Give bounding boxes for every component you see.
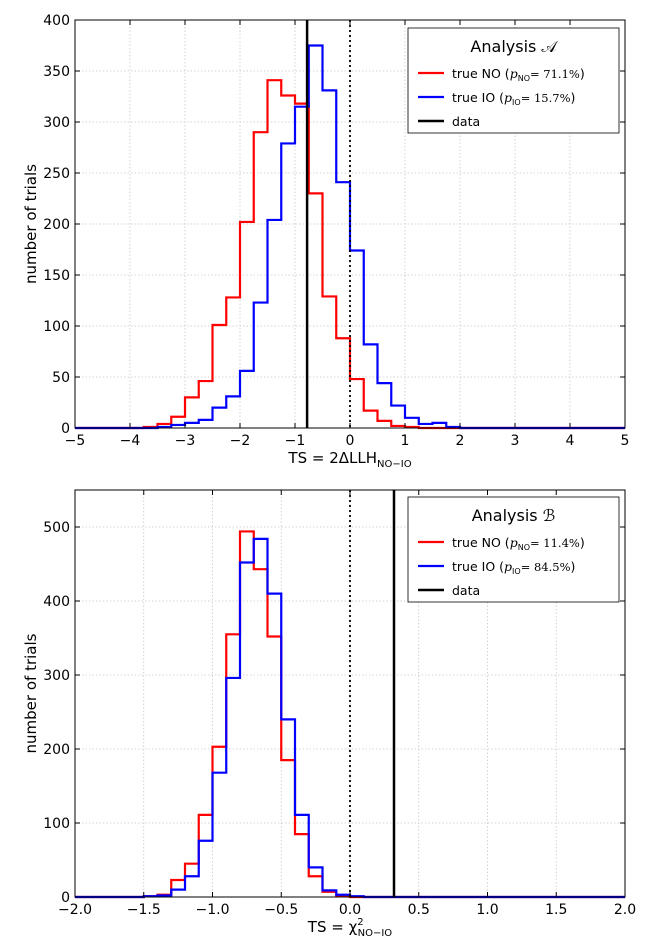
legend-label-p: p bbox=[510, 66, 518, 81]
x-tick-label: 5 bbox=[621, 433, 630, 449]
legend-label-value: = 71.1% bbox=[530, 67, 580, 81]
legend-label-true-no: true NO (pNO= 71.1%) bbox=[452, 66, 585, 83]
y-tick-label: 350 bbox=[43, 64, 70, 80]
legend-label-p: p bbox=[510, 535, 518, 550]
x-tick-label: −1.0 bbox=[196, 902, 230, 918]
x-tick-label: −1 bbox=[285, 433, 306, 449]
legend-label-true-no: true NO (pNO= 11.4%) bbox=[452, 535, 585, 552]
x-tick-label: −2 bbox=[230, 433, 251, 449]
legend-label-p-sub: IO bbox=[512, 567, 521, 576]
y-tick-label: 100 bbox=[43, 319, 70, 335]
x-tick-label: 0.5 bbox=[408, 902, 430, 918]
x-tick-label: 2 bbox=[456, 433, 465, 449]
x-tick-label: −2.0 bbox=[58, 902, 92, 918]
legend-label-open: ( bbox=[495, 90, 504, 105]
x-tick-label: 1.5 bbox=[545, 902, 567, 918]
x-axis-label-main: TS = 2ΔLLH bbox=[287, 449, 377, 467]
legend-box bbox=[407, 496, 620, 603]
legend-label-true-io: true IO (pIO= 15.7%) bbox=[452, 90, 575, 107]
x-tick-label: 0.0 bbox=[339, 902, 361, 918]
legend-label-value: = 84.5% bbox=[521, 560, 571, 574]
chart-analysis-a: −5 −4 −3 −2 −1 0 1 2 3 4 5050100150200250300350400… bbox=[22, 13, 629, 470]
legend-label-value: = 11.4% bbox=[530, 536, 580, 550]
legend-label-name: data bbox=[452, 114, 480, 129]
x-tick-label: −0.5 bbox=[264, 902, 298, 918]
legend-label-data: data bbox=[452, 114, 480, 129]
y-tick-label: 150 bbox=[43, 268, 70, 284]
legend-label-open: ( bbox=[501, 66, 510, 81]
legend-label-p-sub: NO bbox=[518, 543, 530, 552]
x-tick-label: 1.0 bbox=[476, 902, 498, 918]
x-axis-label-sub: NO−IO bbox=[377, 459, 412, 470]
y-tick-label: 400 bbox=[43, 594, 70, 610]
y-tick-label: 300 bbox=[43, 115, 70, 131]
x-axis-label-main: TS = χ bbox=[307, 918, 358, 936]
x-tick-label: −5 bbox=[65, 433, 86, 449]
legend-title: Analysis ℬ bbox=[472, 506, 556, 525]
legend-label-true-io: true IO (pIO= 84.5%) bbox=[452, 559, 575, 576]
legend-label-close: ) bbox=[580, 66, 585, 81]
y-tick-label: 100 bbox=[43, 816, 70, 832]
chart-analysis-b: −2.0 −1.5 −1.0 −0.5 0.0 0.5 1.0 1.5 2.0 0 100 200 30… bbox=[22, 489, 636, 939]
y-tick-label: 400 bbox=[43, 13, 70, 29]
legend-label-close: ) bbox=[571, 559, 576, 574]
x-tick-label: 0 bbox=[346, 433, 355, 449]
legend-label-open: ( bbox=[501, 535, 510, 550]
x-tick-label: 4 bbox=[566, 433, 575, 449]
x-tick-label: −3 bbox=[175, 433, 196, 449]
y-tick-label: 50 bbox=[52, 370, 70, 386]
legend-label-p: p bbox=[504, 559, 512, 574]
legend-label-p-sub: NO bbox=[518, 74, 530, 83]
y-axis-label: number of trials bbox=[22, 164, 40, 284]
y-tick-label: 250 bbox=[43, 166, 70, 182]
x-tick-label: 3 bbox=[511, 433, 520, 449]
legend-label-name: data bbox=[452, 583, 480, 598]
legend-box bbox=[407, 27, 620, 134]
x-axis-label: TS = 2ΔLLHNO−IO bbox=[287, 449, 411, 470]
x-axis-label: TS = χ2 NO−IO bbox=[307, 917, 393, 939]
x-axis-label-sup: 2 bbox=[357, 917, 363, 928]
legend-label-name: true NO bbox=[452, 66, 501, 81]
legend-label-name: true IO bbox=[452, 559, 495, 574]
legend-label-close: ) bbox=[571, 90, 576, 105]
x-tick-label: −4 bbox=[120, 433, 141, 449]
legend-label-name: true IO bbox=[452, 90, 495, 105]
y-axis-label: number of trials bbox=[22, 633, 40, 753]
legend-label-close: ) bbox=[580, 535, 585, 550]
y-tick-label: 200 bbox=[43, 742, 70, 758]
legend-label-value: = 15.7% bbox=[521, 91, 571, 105]
legend-title: Analysis 𝒜 bbox=[470, 37, 558, 56]
y-tick-label: 500 bbox=[43, 520, 70, 536]
x-tick-label: 2.0 bbox=[614, 902, 636, 918]
legend-label-name: true NO bbox=[452, 535, 501, 550]
x-tick-label: −1.5 bbox=[127, 902, 161, 918]
y-tick-label: 200 bbox=[43, 217, 70, 233]
y-tick-label: 300 bbox=[43, 668, 70, 684]
legend-label-data: data bbox=[452, 583, 480, 598]
legend-label-p-sub: IO bbox=[512, 98, 521, 107]
legend-label-open: ( bbox=[495, 559, 504, 574]
x-tick-label: 1 bbox=[401, 433, 410, 449]
y-tick-label: 0 bbox=[61, 890, 70, 906]
y-tick-label: 0 bbox=[61, 421, 70, 437]
legend-label-p: p bbox=[504, 90, 512, 105]
x-axis-label-sub: NO−IO bbox=[358, 928, 393, 939]
